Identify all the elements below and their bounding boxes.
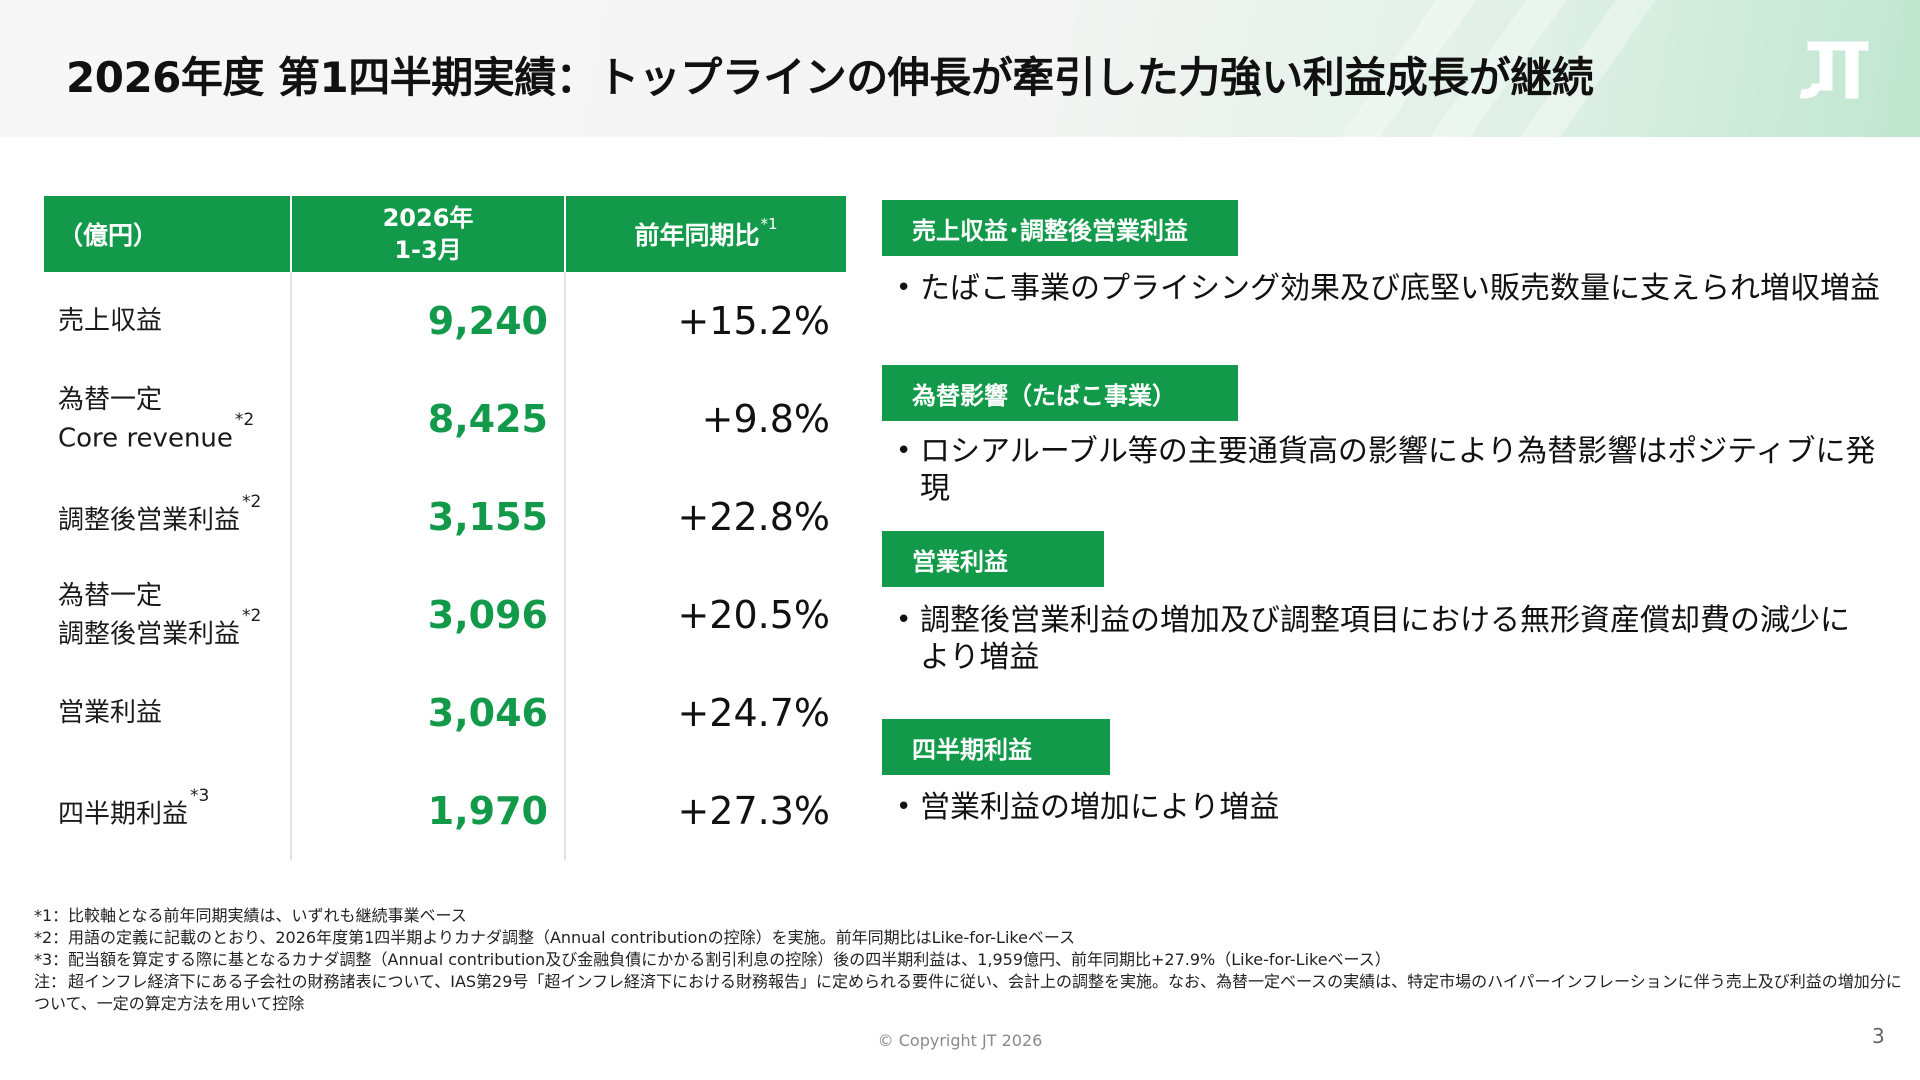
row-label-text: 営業利益	[58, 698, 163, 728]
row-label-text-2: Core revenue	[58, 423, 233, 454]
footnote-continuation: ついて、一定の算定方法を用いて控除	[34, 994, 305, 1013]
row-label-note: *2	[234, 409, 255, 430]
table-row: 為替一定 調整後営業利益*2 3,096 +20.5%	[44, 566, 846, 664]
row-label-text: 為替一定	[58, 384, 163, 415]
row-label: 営業利益	[44, 664, 292, 762]
section-label-revenue: 売上収益･調整後営業利益	[882, 200, 1238, 256]
footnote-text: 用語の定義に記載のとおり、2026年度第1四半期よりカナダ調整（Annual c…	[68, 928, 1076, 947]
bullet-icon: •	[896, 605, 912, 635]
row-value: 8,425	[292, 370, 566, 468]
row-change: +15.2%	[677, 299, 830, 343]
row-value: 3,155	[292, 468, 566, 566]
row-change: +24.7%	[677, 691, 830, 735]
col-header-yoy: 前年同期比 *1	[566, 196, 846, 272]
header-band: 2026年度 第1四半期実績：トップラインの伸長が牽引した力強い利益成長が継続	[0, 0, 1920, 137]
jt-logo	[1799, 41, 1869, 99]
page-title: 2026年度 第1四半期実績：トップラインの伸長が牽引した力強い利益成長が継続	[66, 53, 1594, 102]
footnote: *1： 比較軸となる前年同期実績は、いずれも継続事業ベース	[34, 905, 1902, 927]
row-label-text: 為替一定	[58, 580, 163, 611]
row-label-note: *3	[190, 785, 210, 806]
bullet-text: たばこ事業のプライシング効果及び底堅い販売数量に支えられ増収増益	[920, 271, 1880, 306]
row-label: 売上収益	[44, 272, 292, 370]
footnote-mark: *1：	[34, 906, 69, 925]
table-row: 調整後営業利益*2 3,155 +22.8%	[44, 468, 846, 566]
footnote-text: 配当額を算定する際に基となるカナダ調整（Annual contribution及…	[68, 950, 1391, 969]
bullet-icon: •	[896, 792, 912, 822]
row-change: +22.8%	[677, 495, 830, 539]
row-label: 四半期利益*3	[44, 762, 292, 860]
footnote: *3： 配当額を算定する際に基となるカナダ調整（Annual contribut…	[34, 949, 1902, 971]
col-header-unit: （億円）	[44, 196, 292, 272]
footnote: 注： 超インフレ経済下にある子会社の財務諸表について、IAS第29号「超インフレ…	[34, 971, 1902, 993]
section-bullet-operating-profit: • 調整後営業利益の増加及び調整項目における無形資産償却費の減少により増益	[888, 602, 1874, 676]
row-label-note: *2	[242, 605, 262, 626]
row-label-text: 調整後営業利益	[58, 505, 241, 536]
row-label: 為替一定 調整後営業利益*2	[44, 566, 292, 664]
row-value: 3,046	[292, 664, 566, 762]
table-row: 四半期利益*3 1,970 +27.3%	[44, 762, 846, 860]
row-label-text: 四半期利益	[58, 799, 189, 830]
table-header: （億円） 2026年 1-3月 前年同期比 *1	[44, 196, 846, 272]
footnote-text: 超インフレ経済下にある子会社の財務諸表について、IAS第29号「超インフレ経済下…	[68, 972, 1902, 991]
bullet-icon: •	[896, 273, 912, 303]
row-label-note: *2	[242, 491, 262, 512]
results-table: （億円） 2026年 1-3月 前年同期比 *1 売上収益 9,240 +15.2…	[44, 196, 846, 860]
col-header-yoy-note: *1	[760, 215, 778, 233]
row-label: 調整後営業利益*2	[44, 468, 292, 566]
copyright: © Copyright JT 2026	[877, 1031, 1043, 1050]
row-value: 1,970	[292, 762, 566, 860]
section-label-quarterly-profit: 四半期利益	[882, 719, 1110, 775]
row-value: 9,240	[292, 272, 566, 370]
footnote-mark: 注：	[34, 972, 67, 991]
bullet-text: 調整後営業利益の増加及び調整項目における無形資産償却費の減少により増益	[920, 603, 1850, 675]
col-header-period-months: 1-3月	[394, 236, 462, 264]
section-bullet-fx: • ロシアルーブル等の主要通貨高の影響により為替影響はポジティブに発現	[888, 433, 1888, 507]
bullet-icon: •	[896, 436, 912, 466]
table-row: 営業利益 3,046 +24.7%	[44, 664, 846, 762]
footnotes: *1： 比較軸となる前年同期実績は、いずれも継続事業ベース *2： 用語の定義に…	[34, 905, 1902, 1015]
bullet-text: ロシアルーブル等の主要通貨高の影響により為替影響はポジティブに発現	[920, 434, 1876, 506]
col-header-yoy-label: 前年同期比	[634, 221, 760, 250]
col-header-period: 2026年 1-3月	[292, 196, 566, 272]
row-label-text: 売上収益	[58, 306, 163, 336]
row-label-text-2: 調整後営業利益	[58, 619, 241, 650]
bullet-text: 営業利益の増加により増益	[920, 790, 1280, 825]
page-number: 3	[1872, 1024, 1885, 1048]
row-change: +27.3%	[677, 789, 830, 833]
col-header-period-year: 2026年	[382, 204, 474, 232]
footnote-mark: *3：	[34, 950, 69, 969]
table-row: 為替一定 Core revenue*2 8,425 +9.8%	[44, 370, 846, 468]
footnote-text: 比較軸となる前年同期実績は、いずれも継続事業ベース	[68, 906, 467, 925]
section-bullet-quarterly-profit: • 営業利益の増加により増益	[888, 789, 1888, 826]
row-change: +9.8%	[701, 397, 830, 441]
section-bullet-revenue: • たばこ事業のプライシング効果及び底堅い販売数量に支えられ増収増益	[888, 270, 1888, 307]
row-value: 3,096	[292, 566, 566, 664]
footnote-mark: *2：	[34, 928, 69, 947]
row-label: 為替一定 Core revenue*2	[44, 370, 292, 468]
row-change: +20.5%	[677, 593, 830, 637]
section-label-fx: 為替影響（たばこ事業）	[882, 365, 1238, 421]
section-label-operating-profit: 営業利益	[882, 531, 1104, 587]
table-row: 売上収益 9,240 +15.2%	[44, 272, 846, 370]
footnote: *2： 用語の定義に記載のとおり、2026年度第1四半期よりカナダ調整（Annu…	[34, 927, 1902, 949]
